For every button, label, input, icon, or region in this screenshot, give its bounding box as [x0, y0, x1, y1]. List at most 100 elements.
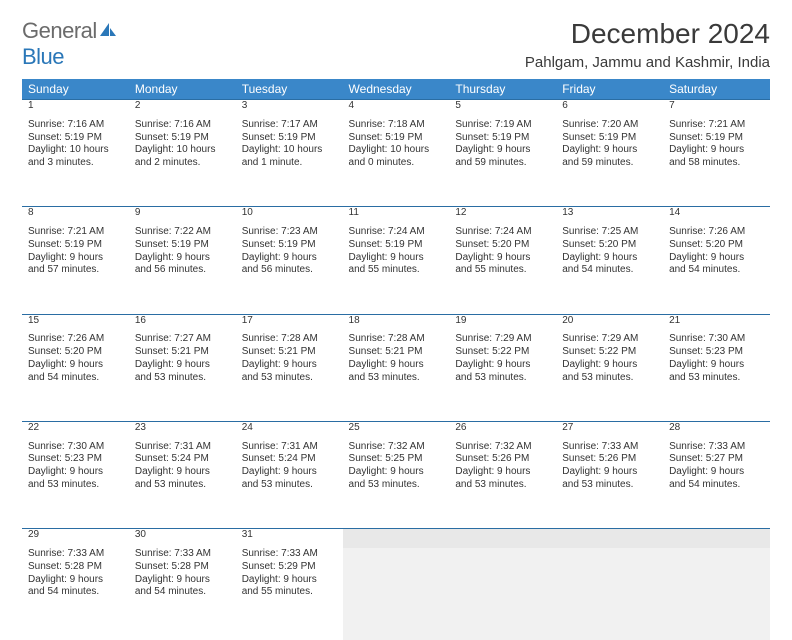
day-dl2: and 53 minutes. [135, 372, 230, 385]
day-dl2: and 1 minute. [242, 157, 337, 170]
day-dl2: and 53 minutes. [562, 479, 657, 492]
day-number-cell: 8 [22, 207, 129, 226]
day-dl2: and 58 minutes. [669, 157, 764, 170]
day-content-cell: Sunrise: 7:31 AMSunset: 5:24 PMDaylight:… [236, 441, 343, 529]
day-content-cell: Sunrise: 7:32 AMSunset: 5:26 PMDaylight:… [449, 441, 556, 529]
day-sunset: Sunset: 5:21 PM [135, 346, 230, 359]
brand-blue: Blue [22, 44, 64, 69]
day-dl2: and 53 minutes. [349, 372, 444, 385]
day-dl1: Daylight: 9 hours [28, 574, 123, 587]
day-dl2: and 55 minutes. [349, 264, 444, 277]
day-dl1: Daylight: 9 hours [135, 252, 230, 265]
day-dl1: Daylight: 9 hours [562, 359, 657, 372]
day-number-cell: 17 [236, 314, 343, 333]
day-number-cell: 12 [449, 207, 556, 226]
day-sunrise: Sunrise: 7:31 AM [135, 441, 230, 454]
day-number-cell: 24 [236, 421, 343, 440]
day-sunset: Sunset: 5:19 PM [135, 239, 230, 252]
calendar-table: SundayMondayTuesdayWednesdayThursdayFrid… [22, 79, 770, 640]
day-dl1: Daylight: 9 hours [349, 252, 444, 265]
day-content-cell: Sunrise: 7:33 AMSunset: 5:29 PMDaylight:… [236, 548, 343, 640]
day-content-cell: Sunrise: 7:25 AMSunset: 5:20 PMDaylight:… [556, 226, 663, 314]
day-content-row: Sunrise: 7:21 AMSunset: 5:19 PMDaylight:… [22, 226, 770, 314]
day-dl2: and 59 minutes. [562, 157, 657, 170]
day-sunrise: Sunrise: 7:16 AM [28, 119, 123, 132]
day-sunset: Sunset: 5:24 PM [135, 453, 230, 466]
day-sunrise: Sunrise: 7:26 AM [669, 226, 764, 239]
day-sunset: Sunset: 5:20 PM [562, 239, 657, 252]
day-number-cell: 16 [129, 314, 236, 333]
day-dl1: Daylight: 9 hours [562, 144, 657, 157]
day-sunrise: Sunrise: 7:23 AM [242, 226, 337, 239]
brand-logo: General Blue [22, 18, 117, 70]
day-dl1: Daylight: 10 hours [242, 144, 337, 157]
day-sunset: Sunset: 5:28 PM [28, 561, 123, 574]
weekday-header: Monday [129, 79, 236, 100]
day-dl2: and 59 minutes. [455, 157, 550, 170]
day-number-cell: 4 [343, 100, 450, 119]
day-dl1: Daylight: 9 hours [242, 252, 337, 265]
day-content-row: Sunrise: 7:26 AMSunset: 5:20 PMDaylight:… [22, 333, 770, 421]
day-dl2: and 54 minutes. [669, 479, 764, 492]
day-number-cell: 15 [22, 314, 129, 333]
day-dl2: and 53 minutes. [28, 479, 123, 492]
day-number-cell: 10 [236, 207, 343, 226]
day-number-row: 293031 [22, 529, 770, 548]
day-dl2: and 2 minutes. [135, 157, 230, 170]
day-sunset: Sunset: 5:19 PM [135, 132, 230, 145]
day-dl2: and 54 minutes. [562, 264, 657, 277]
day-number-cell: 6 [556, 100, 663, 119]
title-block: December 2024 Pahlgam, Jammu and Kashmir… [525, 18, 770, 71]
day-sunrise: Sunrise: 7:26 AM [28, 333, 123, 346]
day-sunset: Sunset: 5:20 PM [669, 239, 764, 252]
day-number-cell: 28 [663, 421, 770, 440]
day-content-cell: Sunrise: 7:29 AMSunset: 5:22 PMDaylight:… [449, 333, 556, 421]
day-number-cell: 30 [129, 529, 236, 548]
day-number-cell [449, 529, 556, 548]
day-dl2: and 54 minutes. [135, 586, 230, 599]
day-number-cell: 11 [343, 207, 450, 226]
day-number-cell: 18 [343, 314, 450, 333]
day-content-cell: Sunrise: 7:19 AMSunset: 5:19 PMDaylight:… [449, 119, 556, 207]
day-sunset: Sunset: 5:22 PM [455, 346, 550, 359]
day-dl2: and 56 minutes. [242, 264, 337, 277]
day-dl1: Daylight: 9 hours [28, 466, 123, 479]
day-content-cell: Sunrise: 7:18 AMSunset: 5:19 PMDaylight:… [343, 119, 450, 207]
day-sunset: Sunset: 5:25 PM [349, 453, 444, 466]
weekday-header: Tuesday [236, 79, 343, 100]
day-sunrise: Sunrise: 7:29 AM [455, 333, 550, 346]
day-content-cell: Sunrise: 7:28 AMSunset: 5:21 PMDaylight:… [343, 333, 450, 421]
day-content-cell: Sunrise: 7:16 AMSunset: 5:19 PMDaylight:… [129, 119, 236, 207]
day-number-cell: 23 [129, 421, 236, 440]
day-sunrise: Sunrise: 7:30 AM [669, 333, 764, 346]
day-number-cell: 25 [343, 421, 450, 440]
day-dl1: Daylight: 9 hours [349, 359, 444, 372]
day-number-cell: 31 [236, 529, 343, 548]
day-dl1: Daylight: 9 hours [28, 359, 123, 372]
day-sunset: Sunset: 5:19 PM [242, 239, 337, 252]
day-sunrise: Sunrise: 7:16 AM [135, 119, 230, 132]
day-sunset: Sunset: 5:21 PM [349, 346, 444, 359]
day-dl2: and 55 minutes. [455, 264, 550, 277]
day-sunrise: Sunrise: 7:33 AM [28, 548, 123, 561]
weekday-header: Friday [556, 79, 663, 100]
day-number-row: 22232425262728 [22, 421, 770, 440]
day-sunset: Sunset: 5:22 PM [562, 346, 657, 359]
day-number-cell [556, 529, 663, 548]
day-sunset: Sunset: 5:19 PM [349, 239, 444, 252]
day-number-cell: 5 [449, 100, 556, 119]
day-dl1: Daylight: 9 hours [669, 466, 764, 479]
day-sunrise: Sunrise: 7:24 AM [455, 226, 550, 239]
day-dl2: and 53 minutes. [669, 372, 764, 385]
day-dl2: and 54 minutes. [28, 586, 123, 599]
day-content-cell: Sunrise: 7:29 AMSunset: 5:22 PMDaylight:… [556, 333, 663, 421]
day-number-cell [663, 529, 770, 548]
day-content-cell [556, 548, 663, 640]
day-dl1: Daylight: 10 hours [135, 144, 230, 157]
day-dl1: Daylight: 9 hours [455, 144, 550, 157]
day-content-cell [663, 548, 770, 640]
day-sunrise: Sunrise: 7:18 AM [349, 119, 444, 132]
day-content-cell: Sunrise: 7:20 AMSunset: 5:19 PMDaylight:… [556, 119, 663, 207]
day-number-cell: 3 [236, 100, 343, 119]
day-sunrise: Sunrise: 7:22 AM [135, 226, 230, 239]
